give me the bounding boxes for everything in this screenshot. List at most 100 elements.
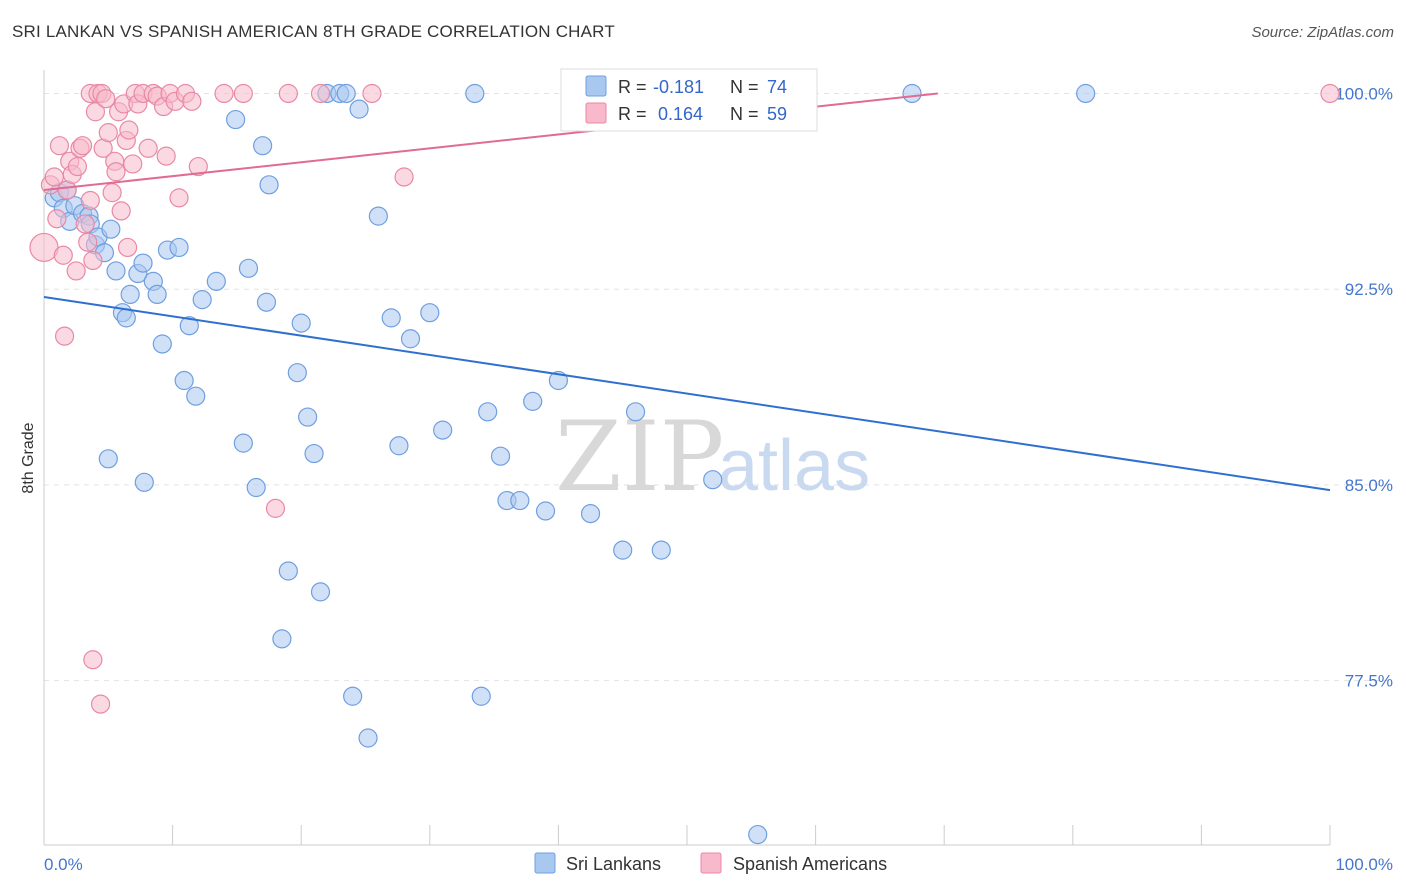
point-spanish-americans [54, 326, 75, 346]
point-sri-lankans [349, 99, 369, 119]
point-sri-lankans [152, 334, 172, 354]
point-sri-lankans [310, 582, 331, 602]
point-spanish-americans [75, 214, 95, 234]
point-sri-lankans [389, 436, 409, 456]
bottom-legend: Sri Lankans Spanish Americans [534, 852, 887, 874]
point-sri-lankans [478, 402, 498, 422]
point-spanish-americans [278, 83, 298, 104]
point-sri-lankans [651, 540, 671, 560]
legend-r-label-spanish-americans: R = [618, 104, 647, 124]
legend-box: R = -0.181 N = 74 R = 0.164 N = 59 [560, 68, 818, 132]
bottom-legend-label-spanish-americans: Spanish Americans [733, 854, 887, 874]
bottom-legend-swatch-spanish-americans [700, 852, 722, 874]
point-sri-lankans [256, 292, 277, 312]
point-sri-lankans [106, 261, 126, 281]
point-spanish-americans [394, 167, 414, 187]
point-sri-lankans [625, 402, 646, 422]
point-sri-lankans [304, 443, 324, 464]
point-spanish-americans [156, 146, 176, 166]
point-sri-lankans [233, 433, 253, 453]
point-spanish-americans [169, 188, 189, 208]
y-axis-title: 8th Grade [20, 422, 37, 493]
point-sri-lankans [368, 206, 388, 226]
point-sri-lankans [291, 313, 311, 333]
point-spanish-americans [49, 136, 70, 156]
point-spanish-americans [182, 91, 202, 111]
point-sri-lankans [246, 477, 266, 498]
point-sri-lankans [253, 136, 273, 156]
legend-r-value-sri-lankans: -0.181 [653, 77, 704, 97]
legend-r-label-sri-lankans: R = [618, 77, 647, 97]
legend-n-value-spanish-americans: 59 [767, 104, 787, 124]
source-label: Source: ZipAtlas.com [1251, 24, 1394, 41]
point-sri-lankans [523, 391, 543, 411]
point-spanish-americans [1320, 83, 1340, 104]
point-spanish-americans [119, 120, 139, 140]
point-sri-lankans [226, 109, 246, 130]
point-sri-lankans [147, 284, 167, 305]
point-spanish-americans [66, 261, 86, 281]
point-sri-lankans [1076, 83, 1096, 104]
point-sri-lankans [133, 253, 153, 273]
point-spanish-americans [123, 154, 143, 174]
legend-n-label-spanish-americans: N = [730, 104, 759, 124]
point-spanish-americans [80, 190, 100, 211]
point-sri-lankans [433, 420, 453, 440]
point-sri-lankans [206, 271, 226, 291]
point-spanish-americans [90, 694, 111, 714]
point-sri-lankans [748, 824, 768, 845]
point-sri-lankans [613, 540, 633, 560]
bottom-legend-swatch-sri-lankans [534, 852, 556, 874]
point-spanish-americans [362, 83, 382, 104]
point-sri-lankans [278, 561, 298, 581]
point-spanish-americans [67, 156, 88, 177]
point-spanish-americans [310, 83, 331, 104]
y-tick-labels: 100.0% 92.5% 85.0% 77.5% [1335, 84, 1393, 690]
legend-r-value-spanish-americans: 0.164 [658, 104, 703, 124]
point-sri-lankans [192, 290, 212, 310]
x-ticks [43, 825, 1331, 845]
trend-line-sri-lankans [43, 296, 1331, 492]
point-sri-lankans [902, 83, 922, 104]
point-sri-lankans [703, 470, 723, 490]
point-sri-lankans [535, 501, 556, 521]
point-spanish-americans [102, 183, 122, 203]
point-sri-lankans [116, 308, 136, 328]
point-sri-lankans [174, 370, 194, 391]
point-spanish-americans [265, 498, 286, 518]
point-spanish-americans [188, 156, 208, 177]
point-sri-lankans [471, 686, 491, 706]
point-sri-lankans [420, 303, 440, 323]
point-spanish-americans [111, 201, 131, 221]
point-sri-lankans [186, 386, 206, 406]
legend-swatch-spanish-americans [585, 102, 607, 124]
point-spanish-americans [29, 232, 59, 263]
point-spanish-americans [106, 162, 126, 182]
y-tick-label: 77.5% [1345, 672, 1393, 691]
point-spanish-americans [83, 250, 103, 271]
point-sri-lankans [120, 284, 140, 305]
point-spanish-americans [83, 650, 103, 670]
legend-swatch-sri-lankans [585, 75, 607, 97]
y-tick-label: 100.0% [1335, 84, 1393, 103]
watermark: ZIP atlas [555, 401, 870, 513]
point-spanish-americans [85, 102, 106, 122]
point-spanish-americans [233, 83, 253, 104]
point-spanish-americans [72, 136, 93, 156]
chart-title: SRI LANKAN VS SPANISH AMERICAN 8TH GRADE… [12, 22, 615, 41]
point-spanish-americans [117, 237, 138, 258]
point-sri-lankans [548, 370, 569, 391]
x-tick-label-min: 0.0% [44, 855, 83, 874]
legend-n-label-sri-lankans: N = [730, 77, 759, 97]
data-points [29, 83, 1340, 845]
point-sri-lankans [358, 728, 378, 748]
y-tick-label: 92.5% [1345, 280, 1393, 299]
point-sri-lankans [298, 407, 318, 427]
point-sri-lankans [134, 472, 154, 492]
point-sri-lankans [343, 686, 363, 706]
point-sri-lankans [272, 629, 292, 649]
point-spanish-americans [53, 245, 73, 265]
point-sri-lankans [381, 308, 401, 328]
gridlines [44, 92, 1393, 682]
